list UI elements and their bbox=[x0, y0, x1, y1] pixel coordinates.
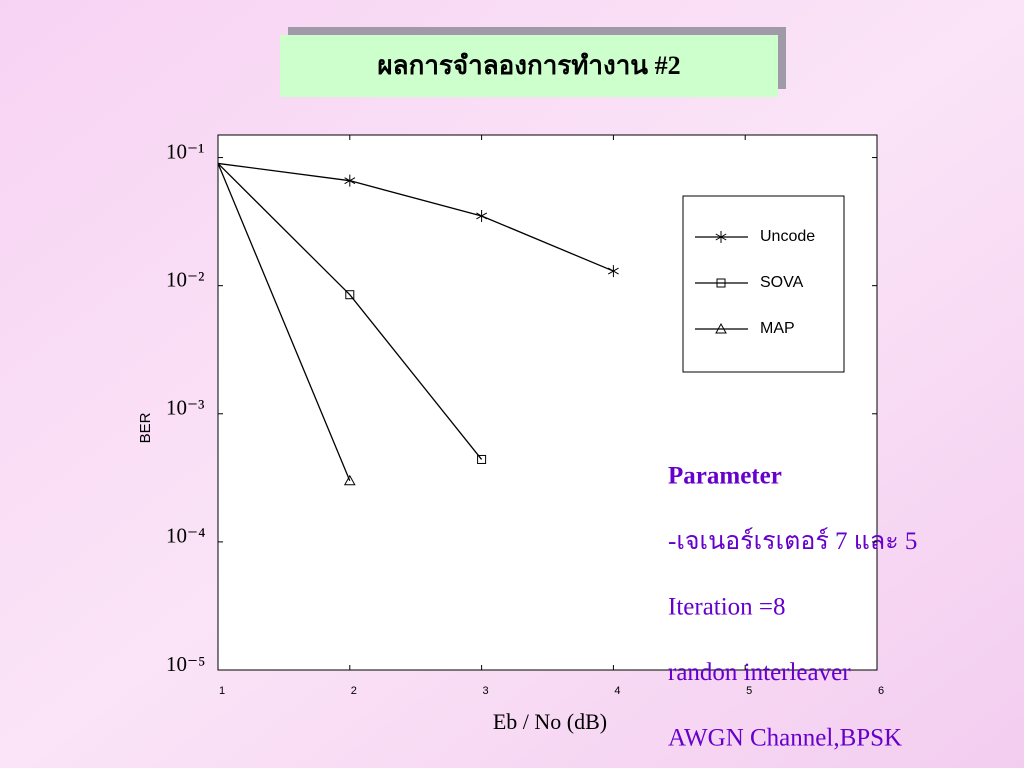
x-tick-label: 4 bbox=[614, 685, 620, 697]
x-tick-label: 6 bbox=[878, 685, 884, 697]
y-tick-label: 10⁻¹ bbox=[166, 139, 204, 163]
notes: Parameter -เจเนอร์เรเตอร์ 7 และ 5 Iteratio… bbox=[668, 463, 917, 752]
note: AWGN Channel,BPSK bbox=[668, 725, 902, 752]
marker bbox=[477, 454, 487, 464]
series-line bbox=[217, 162, 614, 272]
x-tick-label: 3 bbox=[483, 685, 489, 697]
title-box bbox=[280, 35, 778, 97]
legend-marker bbox=[715, 231, 727, 243]
note-heading: Parameter bbox=[668, 463, 782, 490]
legend bbox=[682, 195, 845, 373]
series-line bbox=[217, 162, 483, 460]
marker bbox=[607, 265, 619, 278]
x-tick-label: 5 bbox=[746, 685, 752, 697]
legend-marker bbox=[716, 278, 726, 288]
legend-marker bbox=[715, 322, 727, 334]
marker bbox=[343, 474, 356, 486]
legend-label: MAP bbox=[760, 320, 795, 337]
x-tick-label: 2 bbox=[351, 685, 357, 697]
y-tick-label: 10⁻⁵ bbox=[166, 652, 205, 676]
marker bbox=[476, 209, 488, 222]
y-tick-label: 10⁻² bbox=[166, 267, 204, 291]
note: Iteration =8 bbox=[668, 594, 786, 621]
marker bbox=[344, 174, 356, 187]
slide-title: ผลการจำลองการทำงาน #2 bbox=[377, 51, 680, 80]
y-tick-label: 10⁻⁴ bbox=[166, 524, 205, 548]
note: -เจเนอร์เรเตอร์ 7 และ 5 bbox=[668, 527, 917, 555]
marker bbox=[345, 290, 355, 300]
y-tick-label: 10⁻³ bbox=[166, 396, 204, 420]
y-axis-label: BER bbox=[137, 412, 154, 443]
legend-label: Uncode bbox=[760, 228, 815, 245]
x-tick-label: 1 bbox=[219, 685, 225, 697]
legend-label: SOVA bbox=[760, 274, 804, 291]
note: randon interleaver bbox=[668, 659, 851, 686]
x-axis-label: Eb / No (dB) bbox=[493, 709, 607, 734]
series-line bbox=[217, 163, 351, 482]
